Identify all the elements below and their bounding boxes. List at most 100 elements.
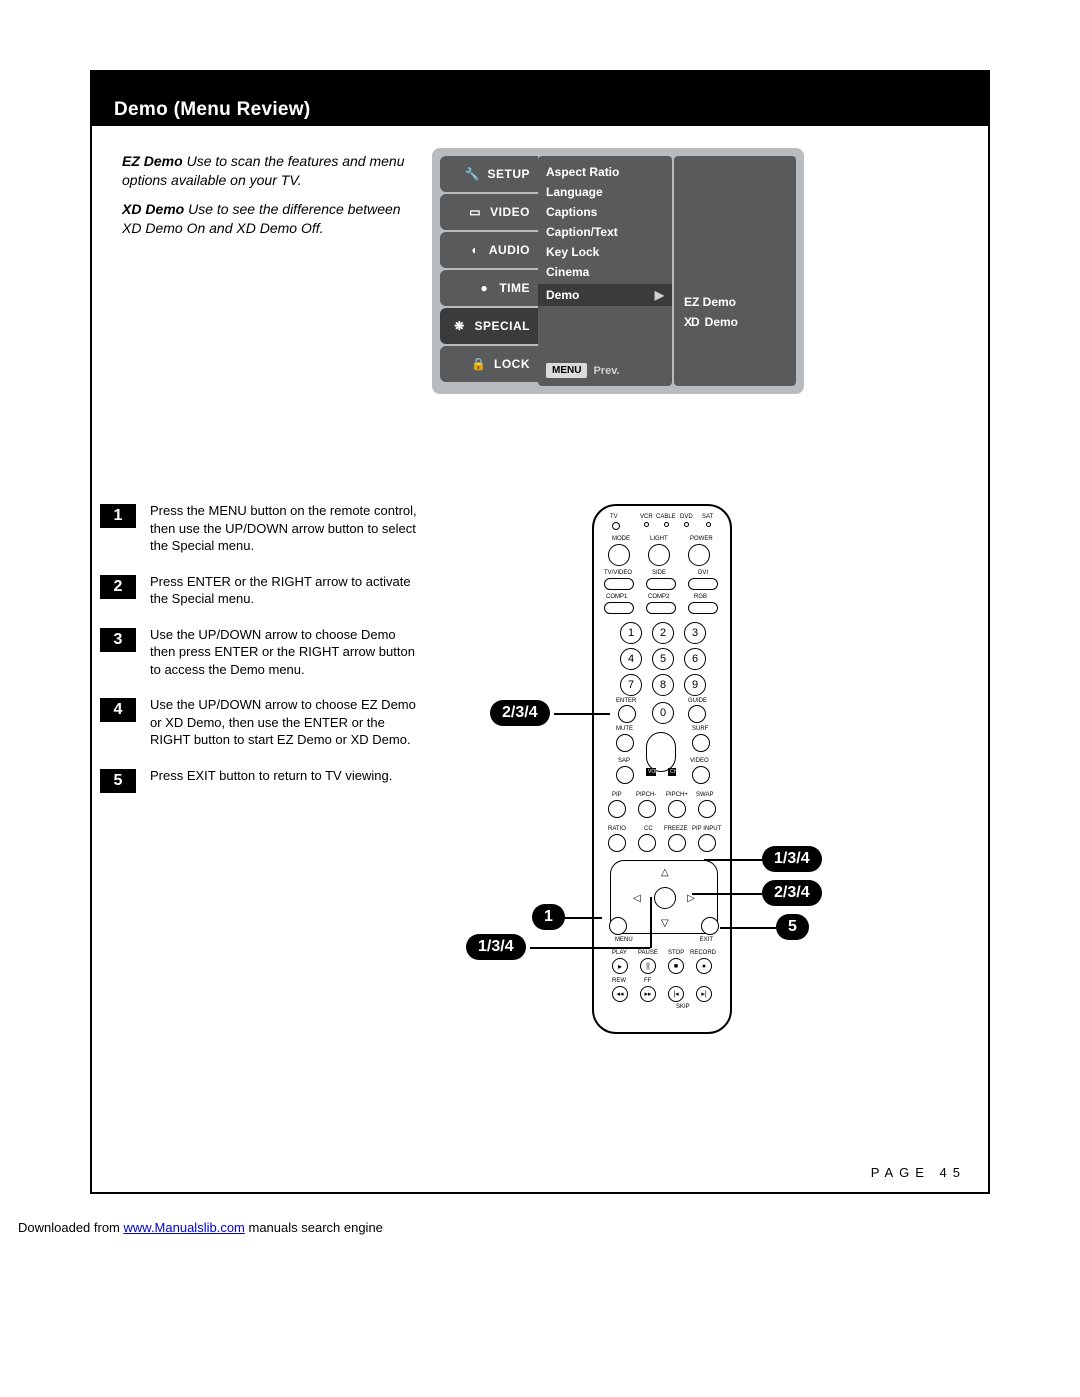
record-button[interactable]: ● xyxy=(696,958,712,974)
remote-label: SWAP xyxy=(696,792,713,798)
rew-button[interactable]: ◂◂ xyxy=(612,986,628,1002)
mode-button[interactable] xyxy=(608,544,630,566)
remote-label: RATIO xyxy=(608,826,626,832)
step: 1Press the MENU button on the remote con… xyxy=(100,502,420,555)
osd-item[interactable]: Aspect Ratio xyxy=(546,162,664,182)
osd-item[interactable]: Cinema xyxy=(546,262,664,282)
osd-tab-setup[interactable]: 🔧SETUP xyxy=(440,156,538,192)
footer-link[interactable]: www.Manualslib.com xyxy=(124,1220,245,1235)
stop-button[interactable]: ■ xyxy=(668,958,684,974)
remote-label-dvd: DVD xyxy=(680,514,693,520)
osd-tab-video[interactable]: ▭VIDEO xyxy=(440,194,538,230)
xd-demo-right-label: Demo xyxy=(705,315,738,329)
num-9-button[interactable]: 9 xyxy=(684,674,706,696)
skip-fwd-button[interactable]: ▸| xyxy=(696,986,712,1002)
osd-tab-label: SETUP xyxy=(487,167,530,181)
num-4-button[interactable]: 4 xyxy=(620,648,642,670)
arrow-up-icon[interactable]: △ xyxy=(661,867,669,878)
vol-ch-rocker[interactable] xyxy=(646,732,676,772)
leader-line xyxy=(720,927,776,929)
osd-tab-lock[interactable]: 🔒LOCK xyxy=(440,346,538,382)
remote-label: MODE xyxy=(612,536,630,542)
num-6-button[interactable]: 6 xyxy=(684,648,706,670)
osd-menu-button[interactable]: MENU xyxy=(546,363,587,378)
osd-tab-audio[interactable]: ◖AUDIO xyxy=(440,232,538,268)
num-3-button[interactable]: 3 xyxy=(684,622,706,644)
intro-ez: EZ Demo Use to scan the features and men… xyxy=(122,152,422,190)
surf-button[interactable] xyxy=(692,734,710,752)
num-7-button[interactable]: 7 xyxy=(620,674,642,696)
remote-label: RECORD xyxy=(690,950,716,956)
freeze-button[interactable] xyxy=(668,834,686,852)
comp1-button[interactable] xyxy=(604,602,634,614)
rgb-button[interactable] xyxy=(688,602,718,614)
page-frame: Demo (Menu Review) EZ Demo Use to scan t… xyxy=(90,70,990,1194)
step-number: 5 xyxy=(100,769,136,793)
osd-item[interactable]: Language xyxy=(546,182,664,202)
num-1-button[interactable]: 1 xyxy=(620,622,642,644)
dpad-center-button[interactable] xyxy=(654,887,676,909)
callout-134-left: 1/3/4 xyxy=(466,934,526,960)
num-0-button[interactable]: 0 xyxy=(652,702,674,724)
callout-234-right: 2/3/4 xyxy=(762,880,822,906)
pipch-minus-button[interactable] xyxy=(638,800,656,818)
cc-button[interactable] xyxy=(638,834,656,852)
remote-label: GUIDE xyxy=(688,698,707,704)
remote-label: PIP INPUT xyxy=(692,826,721,832)
tvvideo-button[interactable] xyxy=(604,578,634,590)
leader-line xyxy=(554,713,610,715)
light-button[interactable] xyxy=(648,544,670,566)
enter-button[interactable] xyxy=(618,705,636,723)
osd-item[interactable]: Caption/Text xyxy=(546,222,664,242)
exit-button[interactable] xyxy=(701,917,719,935)
skip-back-button[interactable]: |◂ xyxy=(668,986,684,1002)
swap-button[interactable] xyxy=(698,800,716,818)
osd-item-selected[interactable]: Demo ▶ xyxy=(538,284,672,306)
video-button[interactable] xyxy=(692,766,710,784)
num-5-button[interactable]: 5 xyxy=(652,648,674,670)
dvi-button[interactable] xyxy=(688,578,718,590)
device-led xyxy=(706,522,711,527)
osd-right-xd[interactable]: XDDemo xyxy=(674,312,796,332)
osd-item[interactable]: Captions xyxy=(546,202,664,222)
osd-footer: MENU Prev. xyxy=(546,363,620,378)
remote-label: COMP2 xyxy=(648,594,669,600)
dpad[interactable]: MENU EXIT △ ▽ ◁ ▷ xyxy=(610,860,718,934)
remote-label: STOP xyxy=(668,950,684,956)
menu-button[interactable] xyxy=(609,917,627,935)
clock-icon: ● xyxy=(475,279,493,297)
power-button[interactable] xyxy=(688,544,710,566)
pipch-plus-button[interactable] xyxy=(668,800,686,818)
osd-right-ez[interactable]: EZ Demo xyxy=(674,292,796,312)
side-button[interactable] xyxy=(646,578,676,590)
remote-label: SAP xyxy=(618,758,630,764)
remote-label: PAUSE xyxy=(638,950,658,956)
arrow-down-icon[interactable]: ▽ xyxy=(661,918,669,929)
pip-input-button[interactable] xyxy=(698,834,716,852)
remote-label: VIDEO xyxy=(690,758,709,764)
osd-tab-time[interactable]: ●TIME xyxy=(440,270,538,306)
osd-tab-special[interactable]: ❋SPECIAL xyxy=(440,308,538,344)
num-8-button[interactable]: 8 xyxy=(652,674,674,696)
remote-label: CH xyxy=(668,768,676,776)
pause-button[interactable]: || xyxy=(640,958,656,974)
comp2-button[interactable] xyxy=(646,602,676,614)
guide-button[interactable] xyxy=(688,705,706,723)
remote-label-vcr: VCR xyxy=(640,514,653,520)
callout-1: 1 xyxy=(532,904,565,930)
footer-post: manuals search engine xyxy=(245,1220,383,1235)
callout-134-right: 1/3/4 xyxy=(762,846,822,872)
mute-button[interactable] xyxy=(616,734,634,752)
osd-center-panel: Aspect Ratio Language Captions Caption/T… xyxy=(538,156,672,386)
remote-label: VOL xyxy=(646,768,656,776)
ff-button[interactable]: ▸▸ xyxy=(640,986,656,1002)
ratio-button[interactable] xyxy=(608,834,626,852)
play-button[interactable]: ▸ xyxy=(612,958,628,974)
arrow-left-icon[interactable]: ◁ xyxy=(633,893,641,904)
sap-button[interactable] xyxy=(616,766,634,784)
arrow-right-icon[interactable]: ▷ xyxy=(687,893,695,904)
pip-button[interactable] xyxy=(608,800,626,818)
device-led xyxy=(644,522,649,527)
num-2-button[interactable]: 2 xyxy=(652,622,674,644)
osd-item[interactable]: Key Lock xyxy=(546,242,664,262)
